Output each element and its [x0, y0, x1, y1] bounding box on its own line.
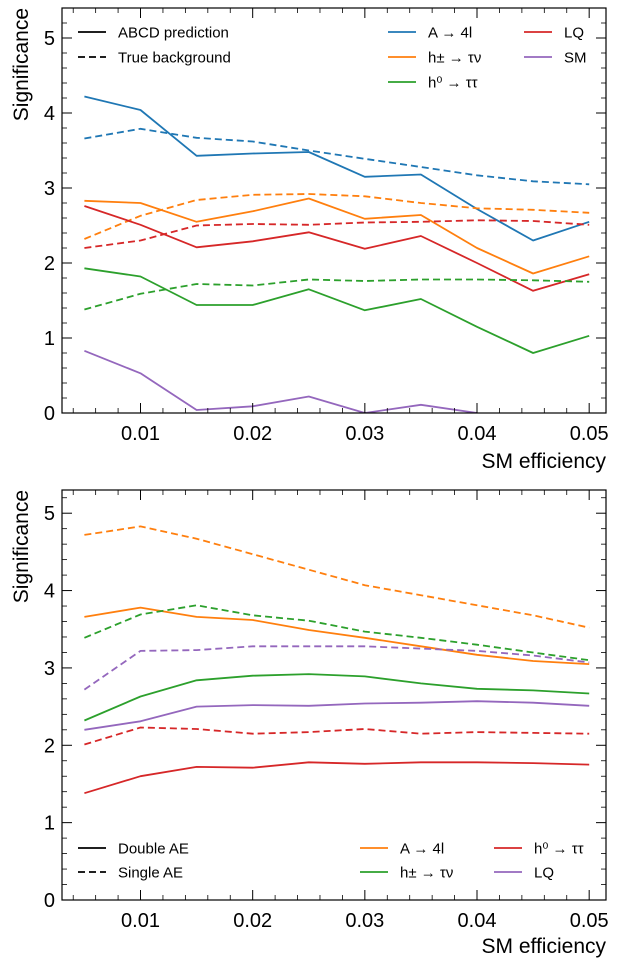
series-line-6: [84, 219, 590, 249]
y-tick-label: 1: [44, 328, 55, 350]
series-line-8: [84, 278, 590, 311]
y-tick-label: 4: [44, 581, 55, 603]
y-tick-label: 3: [44, 658, 55, 680]
series-line-1: [84, 525, 590, 629]
color-legend-entry-5-label: h⁰ → ττ: [428, 75, 478, 92]
series-line-5: [84, 673, 590, 722]
series-line-4: [83, 645, 590, 691]
x-tick-label: 0.04: [458, 423, 497, 445]
color-legend-entry-3-label: h± → τν: [400, 865, 453, 882]
series-line-7: [84, 267, 590, 354]
y-axis-label: Significance: [10, 490, 33, 603]
legend: ABCD prediction True background A → 4l LQ h±…: [78, 25, 587, 92]
x-tick-label: 0.03: [345, 423, 384, 445]
x-tick-label: 0.05: [570, 910, 609, 932]
y-tick-label: 4: [44, 103, 55, 125]
series-line-9: [84, 349, 478, 413]
style-legend-dashed-label: Single AE: [118, 865, 183, 882]
style-legend-dashed-label: True background: [118, 50, 231, 67]
color-legend-entry-2-label: LQ: [564, 25, 584, 42]
y-tick-label: 1: [44, 813, 55, 835]
series-group: [84, 95, 590, 413]
series-line-6: [84, 700, 590, 731]
color-legend-entry-4-label: SM: [564, 50, 587, 67]
series-line-8: [84, 761, 590, 795]
series-line-7: [84, 726, 590, 746]
color-legend-entry-2-label: h⁰ → ττ: [534, 841, 584, 858]
plot-frame: [61, 7, 607, 414]
series-group: [83, 525, 590, 795]
plot-frame: [61, 489, 607, 901]
x-tick-label: 0.02: [233, 423, 272, 445]
x-axis-label: SM efficiency: [482, 450, 607, 473]
style-legend-solid-label: ABCD prediction: [118, 25, 229, 42]
color-legend-entry-1-label: A → 4l: [428, 25, 472, 42]
y-tick-label: 2: [44, 253, 55, 275]
x-tick-label: 0.05: [570, 423, 609, 445]
color-legend-entry-4-label: LQ: [534, 865, 554, 882]
x-tick-label: 0.03: [345, 910, 384, 932]
series-line-4: [84, 193, 590, 240]
x-tick-label: 0.01: [121, 910, 160, 932]
chart-panel-2: 0.01 0.02 0.03 0.04 0.05 0 1 2 3 4 5 SM efficiency S…: [10, 489, 609, 958]
color-legend-entry-1-label: A → 4l: [400, 841, 444, 858]
y-tick-label: 0: [44, 890, 55, 912]
series-line-2: [84, 606, 590, 665]
y-tick-label: 3: [44, 178, 55, 200]
y-tick-label: 0: [44, 403, 55, 425]
y-tick-label: 5: [44, 28, 55, 50]
series-line-2: [84, 127, 590, 186]
series-line-5: [84, 205, 590, 292]
x-tick-label: 0.01: [121, 423, 160, 445]
y-tick-label: 2: [44, 735, 55, 757]
x-tick-label: 0.04: [458, 910, 497, 932]
series-line-1: [84, 95, 590, 242]
series-line-3: [84, 604, 590, 662]
x-axis-label: SM efficiency: [482, 935, 607, 958]
color-legend-entry-3-label: h± → τν: [428, 50, 481, 67]
y-axis-label: Significance: [10, 8, 33, 121]
style-legend-solid-label: Double AE: [118, 841, 189, 858]
chart-panel-1: 0.01 0.02 0.03 0.04 0.05 0 1 2 3 4 5 SM efficiency S…: [10, 7, 609, 473]
legend: Double AE Single AE A → 4l h⁰ → ττ h± → τν LQ: [78, 841, 584, 882]
y-tick-label: 5: [44, 503, 55, 525]
x-tick-label: 0.02: [233, 910, 272, 932]
series-line-3: [84, 197, 590, 275]
